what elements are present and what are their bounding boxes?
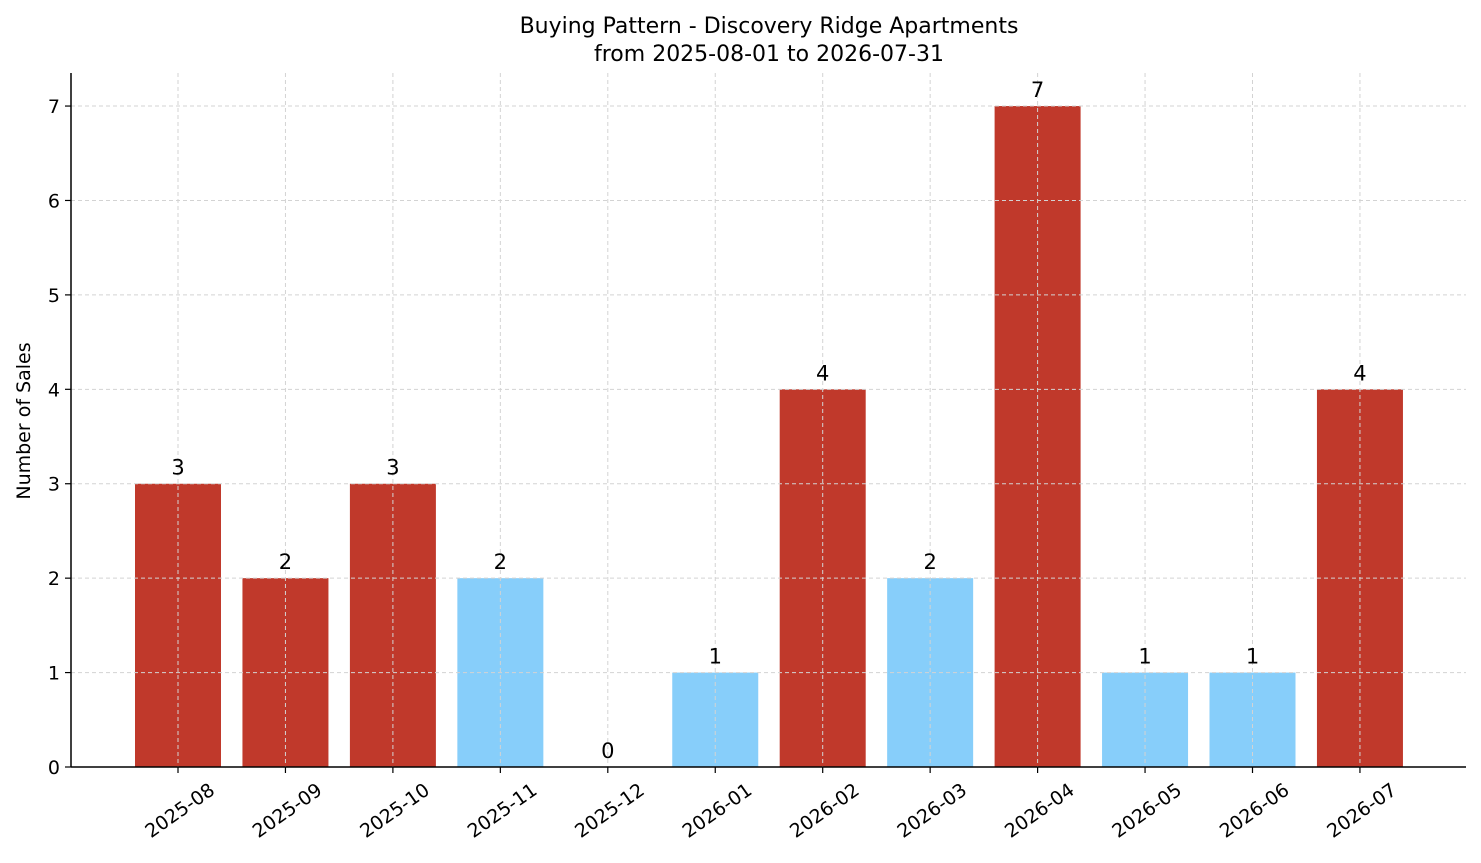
data-labels-layer: 3 2 3 2 0 1 4 2 7 1 1 4 bbox=[171, 78, 1366, 763]
x-tick-label: 2026-01 bbox=[678, 779, 756, 843]
bars-layer bbox=[135, 106, 1403, 768]
bar-2026-03 bbox=[887, 578, 974, 767]
x-tick-label: 2025-09 bbox=[249, 779, 327, 843]
x-tick-label: 2026-06 bbox=[1216, 779, 1294, 843]
x-tick-label: 2025-10 bbox=[356, 779, 434, 843]
x-tick-label: 2025-12 bbox=[571, 779, 649, 843]
data-label-2025-10: 3 bbox=[386, 456, 399, 480]
x-tick-label: 2025-08 bbox=[141, 779, 219, 843]
x-tick-label: 2026-05 bbox=[1108, 779, 1186, 843]
x-tick-label: 2026-07 bbox=[1323, 779, 1401, 843]
y-tick-label: 7 bbox=[48, 96, 60, 118]
data-label-2025-12: 0 bbox=[601, 739, 614, 763]
data-label-2026-04: 7 bbox=[1031, 78, 1044, 102]
y-tick-label: 0 bbox=[48, 757, 60, 779]
y-tick-label: 2 bbox=[48, 568, 60, 590]
data-label-2026-06: 1 bbox=[1246, 645, 1259, 669]
bar-2026-04 bbox=[994, 106, 1081, 768]
y-axis-label: Number of Sales bbox=[13, 342, 35, 499]
y-tick-label: 1 bbox=[48, 663, 60, 685]
data-label-2026-03: 2 bbox=[923, 550, 936, 574]
y-tick-label: 4 bbox=[48, 379, 60, 401]
x-tick-label: 2026-04 bbox=[1001, 779, 1079, 843]
x-tick-label: 2025-11 bbox=[464, 779, 542, 843]
data-label-2025-08: 3 bbox=[171, 456, 184, 480]
chart-title-line2: from 2025-08-01 to 2026-07-31 bbox=[594, 42, 944, 67]
data-label-2025-11: 2 bbox=[494, 550, 507, 574]
y-tick-label: 3 bbox=[48, 474, 60, 496]
data-label-2026-01: 1 bbox=[709, 645, 722, 669]
data-label-2025-09: 2 bbox=[279, 550, 292, 574]
y-tick-label: 6 bbox=[48, 190, 60, 212]
x-tick-label: 2026-03 bbox=[893, 779, 971, 843]
grid-layer bbox=[71, 73, 1466, 767]
chart-title-line1: Buying Pattern - Discovery Ridge Apartme… bbox=[520, 14, 1019, 39]
y-tick-label: 5 bbox=[48, 285, 60, 307]
x-tick-label: 2026-02 bbox=[786, 779, 864, 843]
data-label-2026-07: 4 bbox=[1353, 361, 1366, 385]
data-label-2026-02: 4 bbox=[816, 361, 829, 385]
data-label-2026-05: 1 bbox=[1138, 645, 1151, 669]
axes-layer bbox=[70, 73, 1466, 768]
